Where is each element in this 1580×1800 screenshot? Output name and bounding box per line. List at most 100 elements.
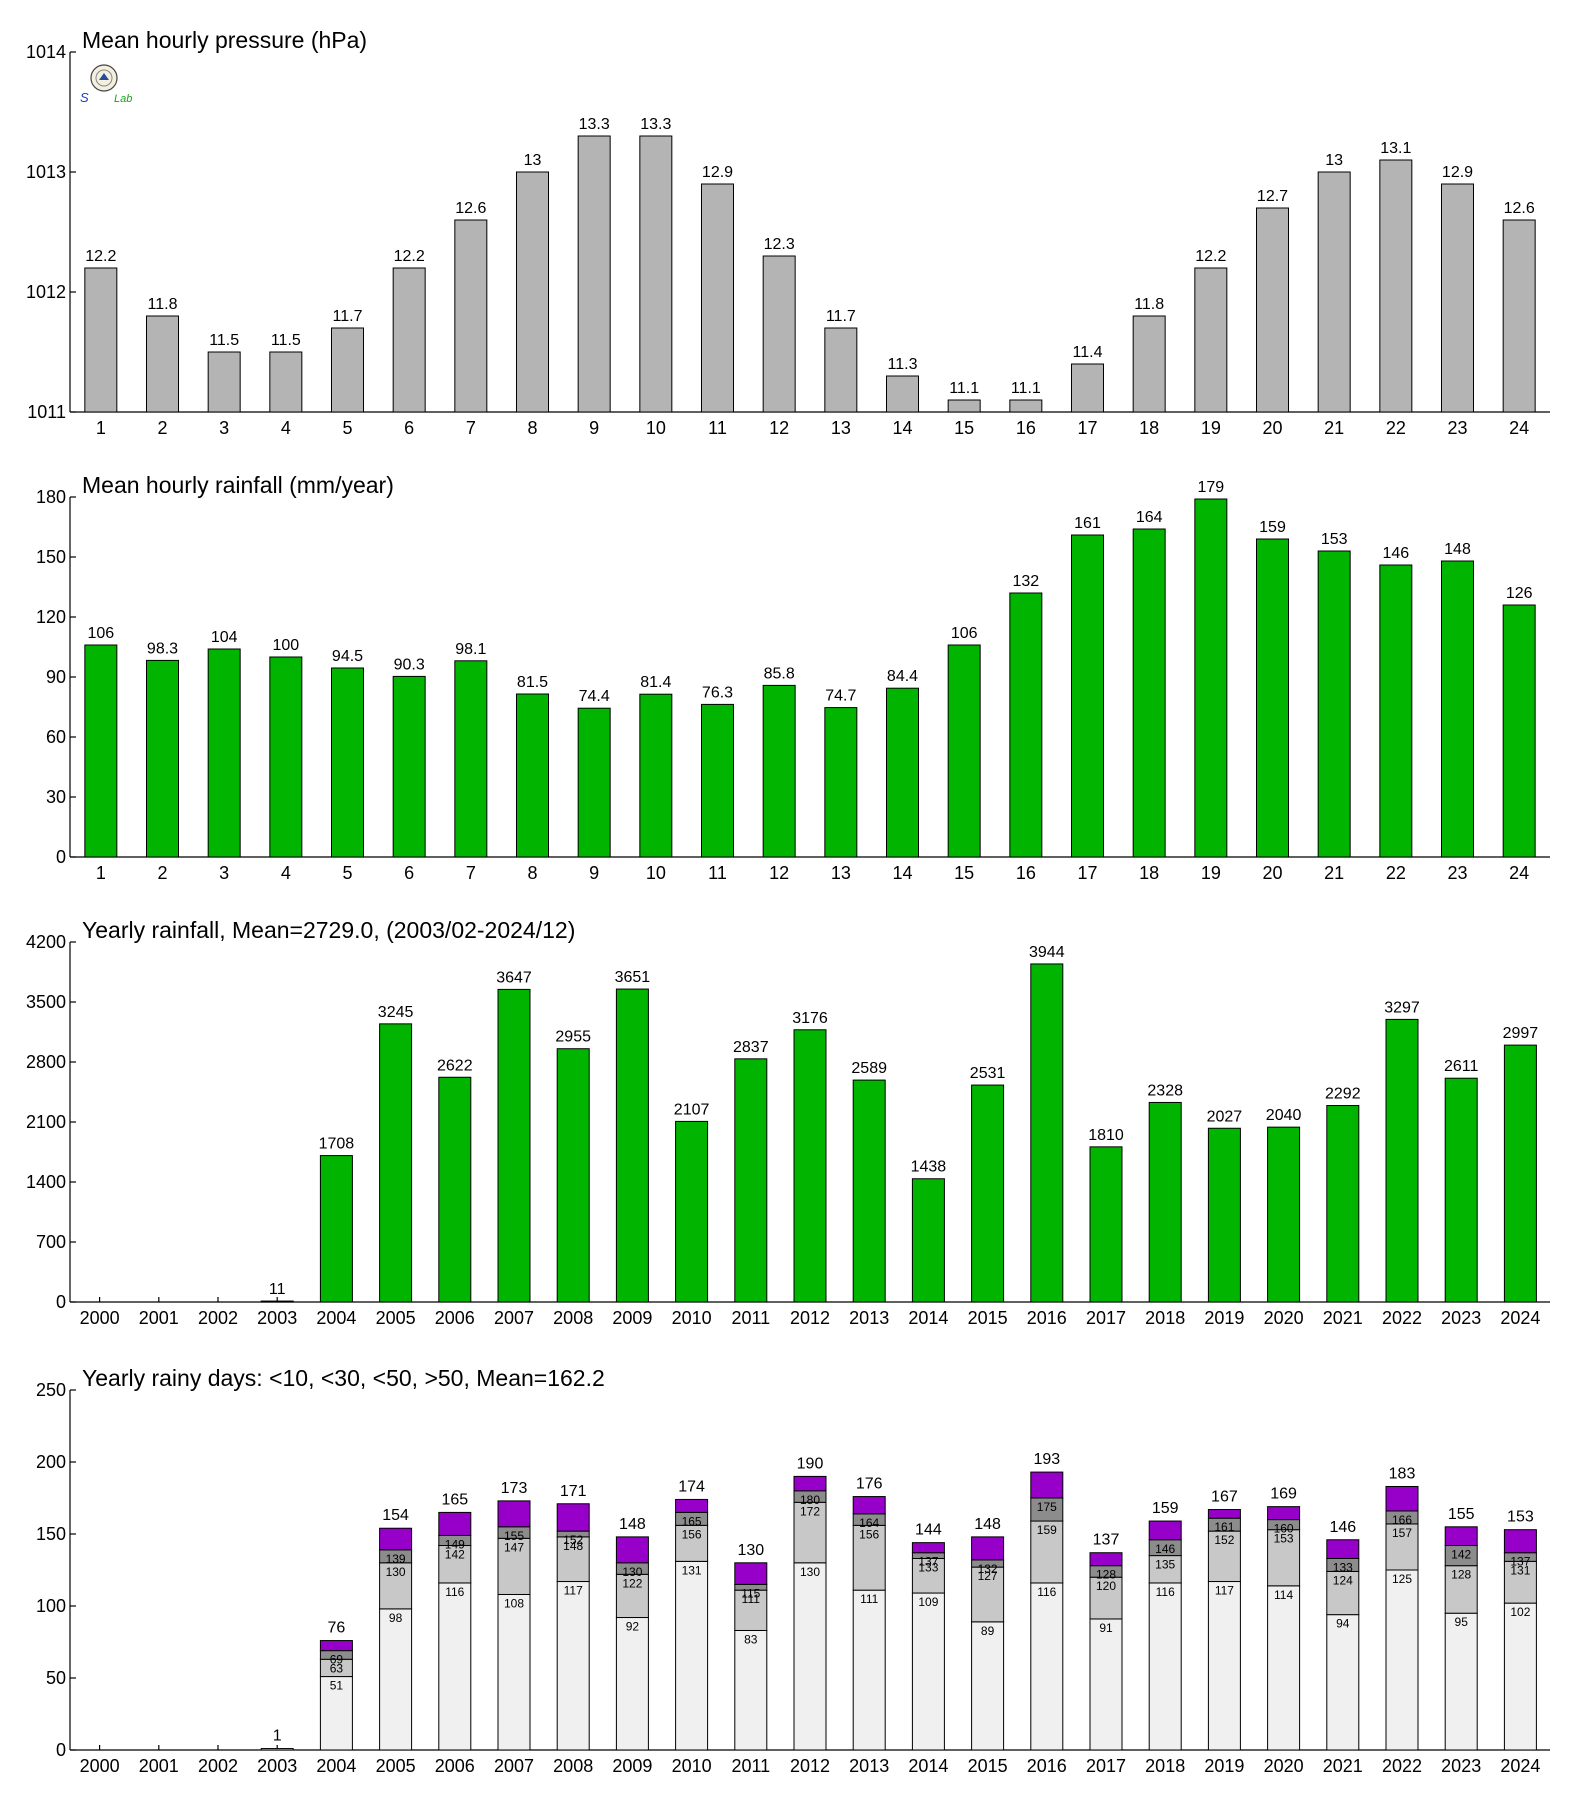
data-label: 2531 xyxy=(970,1065,1006,1082)
data-label: 11.8 xyxy=(1134,296,1164,313)
data-label: 12.2 xyxy=(85,248,116,265)
y-tick-label: 3500 xyxy=(26,992,66,1012)
bar xyxy=(1148,1101,1182,1303)
data-label: 165 xyxy=(441,1491,468,1508)
bar xyxy=(1379,564,1413,858)
bar-segment xyxy=(793,1562,827,1751)
bar xyxy=(331,327,364,413)
x-tick-label: 2001 xyxy=(139,1756,179,1776)
x-tick-label: 2005 xyxy=(376,1756,416,1776)
bar xyxy=(84,267,118,413)
bar-segment xyxy=(615,1536,649,1564)
bar-segment xyxy=(1030,1520,1064,1584)
x-tick-label: 5 xyxy=(342,418,352,438)
segment-label: 115 xyxy=(741,1586,760,1600)
bar-segment xyxy=(379,1608,413,1751)
data-label: 193 xyxy=(1033,1451,1060,1468)
x-tick-label: 10 xyxy=(646,863,666,883)
data-label: 169 xyxy=(1270,1486,1297,1503)
x-tick-label: 2020 xyxy=(1264,1308,1304,1328)
segment-label: 172 xyxy=(800,1504,820,1518)
segment-label: 152 xyxy=(563,1533,583,1547)
bar xyxy=(454,660,488,858)
segment-label: 130 xyxy=(386,1565,406,1579)
data-label: 12.2 xyxy=(394,248,425,265)
segment-label: 153 xyxy=(1274,1532,1294,1546)
bar-segment xyxy=(379,1562,413,1610)
data-label: 2107 xyxy=(674,1101,710,1118)
bar-segment xyxy=(911,1542,945,1554)
x-tick-label: 2024 xyxy=(1500,1308,1540,1328)
data-label: 81.5 xyxy=(517,674,548,691)
data-label: 85.8 xyxy=(764,665,795,682)
x-tick-label: 2018 xyxy=(1145,1308,1185,1328)
segment-label: 166 xyxy=(1392,1513,1412,1527)
y-tick-label: 90 xyxy=(46,667,66,687)
data-label: 90.3 xyxy=(394,656,425,673)
segment-label: 69 xyxy=(330,1653,344,1667)
data-label: 167 xyxy=(1211,1489,1238,1506)
data-label: 12.9 xyxy=(1442,164,1473,181)
data-label: 84.4 xyxy=(887,668,918,685)
bar xyxy=(454,219,488,413)
x-tick-label: 2021 xyxy=(1323,1756,1363,1776)
bar xyxy=(734,1058,768,1303)
x-tick-label: 2012 xyxy=(790,1308,830,1328)
data-label: 2292 xyxy=(1325,1086,1361,1103)
data-label: 1438 xyxy=(911,1159,947,1176)
segment-label: 175 xyxy=(1037,1500,1057,1514)
segment-label: 139 xyxy=(386,1552,406,1566)
x-tick-label: 2019 xyxy=(1204,1756,1244,1776)
y-tick-label: 2100 xyxy=(26,1112,66,1132)
data-label: 13.3 xyxy=(640,116,671,133)
bar xyxy=(1009,399,1043,413)
segment-label: 156 xyxy=(859,1527,879,1541)
x-tick-label: 15 xyxy=(954,863,974,883)
bar xyxy=(392,675,426,858)
data-label: 3647 xyxy=(496,969,532,986)
bar xyxy=(146,315,179,413)
segment-label: 148 xyxy=(563,1539,583,1553)
data-label: 12.3 xyxy=(764,236,795,253)
data-label: 12.6 xyxy=(455,200,486,217)
x-tick-label: 2023 xyxy=(1441,1308,1481,1328)
segment-label: 142 xyxy=(445,1548,465,1562)
x-tick-label: 2008 xyxy=(553,1308,593,1328)
data-label: 12.9 xyxy=(702,164,733,181)
data-label: 2837 xyxy=(733,1039,769,1056)
x-tick-label: 2004 xyxy=(316,1308,356,1328)
y-tick-label: 60 xyxy=(46,727,66,747)
y-tick-label: 0 xyxy=(56,847,66,867)
bar-segment xyxy=(675,1498,709,1513)
x-tick-label: 2 xyxy=(157,863,167,883)
bar xyxy=(675,1120,709,1303)
data-label: 11.4 xyxy=(1073,344,1103,361)
bar-segment xyxy=(852,1524,886,1591)
x-tick-label: 14 xyxy=(892,863,912,883)
bar-segment xyxy=(1089,1618,1123,1751)
segment-label: 63 xyxy=(330,1661,344,1675)
bar-segment xyxy=(911,1557,945,1594)
segment-label: 91 xyxy=(1099,1621,1113,1635)
x-tick-label: 2013 xyxy=(849,1308,889,1328)
x-tick-label: 2008 xyxy=(553,1756,593,1776)
bar xyxy=(269,656,303,858)
bar xyxy=(639,135,673,413)
bar xyxy=(331,667,364,858)
segment-label: 132 xyxy=(978,1562,998,1576)
bar xyxy=(971,1084,1005,1303)
data-label: 11.8 xyxy=(148,296,178,313)
data-label: 3651 xyxy=(615,969,651,986)
bar xyxy=(1194,498,1228,858)
x-tick-label: 4 xyxy=(281,863,291,883)
bar-segment xyxy=(1207,1509,1241,1519)
segment-label: 180 xyxy=(800,1493,820,1507)
bar-segment xyxy=(556,1536,590,1583)
data-label: 13.3 xyxy=(579,116,610,133)
x-tick-label: 2020 xyxy=(1264,1756,1304,1776)
data-label: 76 xyxy=(328,1620,346,1637)
data-label: 1810 xyxy=(1088,1127,1124,1144)
bar-segment xyxy=(971,1536,1005,1561)
data-label: 130 xyxy=(737,1542,764,1559)
